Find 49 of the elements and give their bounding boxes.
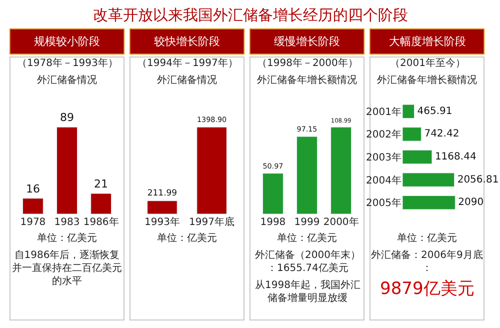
chart-title: 大幅度增长阶段 <box>389 35 466 48</box>
x-tick-label: 1993年 <box>144 216 180 228</box>
y-tick-label: 2003年 <box>366 152 402 164</box>
bar <box>402 104 414 118</box>
bar <box>402 172 455 187</box>
x-axis-title: 外汇储备情况 <box>157 74 217 86</box>
chart-subtitle: （1978年－1993年） <box>17 57 118 69</box>
x-tick-label: 1999 <box>294 217 320 228</box>
chart-title: 规模较小阶段 <box>34 35 100 48</box>
y-tick-label: 2002年 <box>366 128 402 141</box>
chart-title: 缓慢增长阶段 <box>274 35 340 48</box>
x-tick-label: 1998 <box>260 217 286 228</box>
bar <box>402 127 422 142</box>
text: 单位：亿美元 <box>277 232 337 244</box>
x-axis-title: 外汇储备年增长额情况 <box>377 74 477 86</box>
y-tick-label: 2001年 <box>366 106 402 118</box>
chart-subtitle: （1998年－2000年） <box>257 57 358 69</box>
text: 从1998年起，我国外汇储备增量明显放缓 <box>255 279 360 304</box>
data-label: 2090 <box>458 197 484 208</box>
text: 自1986年后，逐渐恢复并一直保持在二百亿美元的水平 <box>12 249 122 287</box>
y-tick-label: 2005年 <box>366 197 402 210</box>
data-label: 16 <box>26 182 40 196</box>
data-label: 21 <box>94 178 108 190</box>
chart-title: 较快增长阶段 <box>154 35 220 48</box>
text: 单位：亿美元 <box>157 232 217 244</box>
data-label: 465.91 <box>417 106 452 117</box>
text: 单位：亿美元 <box>37 232 97 244</box>
x-axis-title: 外汇储备年增长额情况 <box>257 74 357 86</box>
data-label: 2056.81 <box>457 174 499 186</box>
x-tick-label: 1997年底 <box>189 216 234 228</box>
y-tick-label: 2004年 <box>366 174 402 186</box>
x-tick-label: 1983 <box>54 217 80 228</box>
chart-subtitle: （2001年至今） <box>390 57 466 69</box>
text: 外汇储备：2006年9月底： <box>371 249 483 274</box>
bar <box>402 196 456 210</box>
data-label: 742.42 <box>424 128 460 140</box>
text: 单位：亿美元 <box>397 232 457 244</box>
x-tick-label: 1986年 <box>83 216 119 228</box>
x-tick-label: 1978 <box>20 217 46 228</box>
x-tick-label: 2000年 <box>323 216 359 228</box>
text: 改革开放以来我国外汇储备增长经历的四个阶段 <box>93 6 408 24</box>
x-axis-title: 外汇储备情况 <box>37 74 97 86</box>
chart-subtitle: （1994年－1997年） <box>137 57 238 69</box>
data-label: 1168.44 <box>434 152 476 162</box>
data-label: 211.99 <box>147 188 178 199</box>
data-label: 89 <box>60 111 74 124</box>
text: 9879亿美元 <box>380 279 474 299</box>
text: 外汇储备（2000年末）：1655.74亿美元 <box>255 249 360 274</box>
bar <box>402 150 432 164</box>
